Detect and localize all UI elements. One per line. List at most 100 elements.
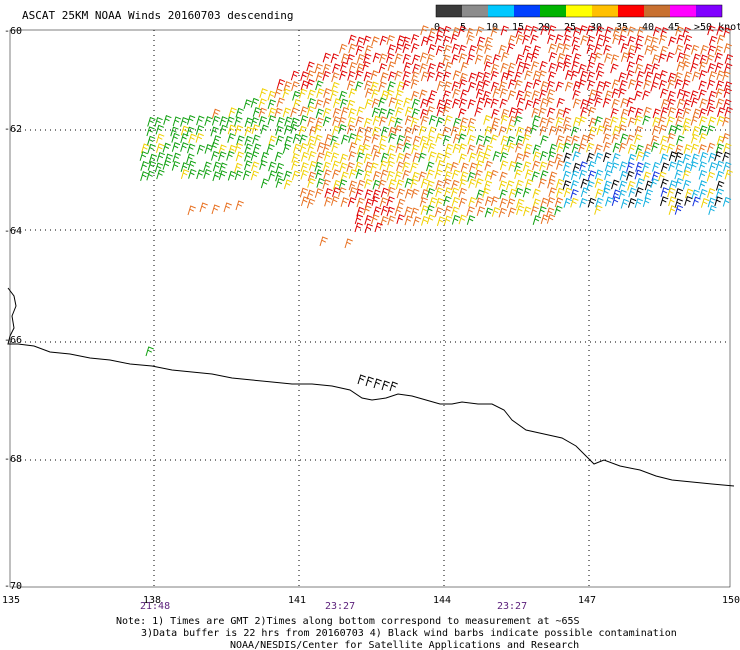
wind-barb bbox=[674, 204, 684, 215]
wind-barb bbox=[204, 116, 213, 126]
wind-barb bbox=[394, 117, 403, 128]
wind-barb bbox=[715, 188, 725, 199]
legend-label: 20 bbox=[538, 22, 550, 33]
wind-barb bbox=[690, 133, 700, 144]
wind-barb bbox=[532, 215, 542, 225]
wind-barb bbox=[386, 89, 395, 100]
wind-barb bbox=[460, 89, 469, 100]
wind-barb bbox=[322, 143, 331, 154]
wind-barb bbox=[410, 207, 420, 218]
wind-barb bbox=[515, 126, 525, 137]
wind-barb bbox=[210, 126, 219, 137]
wind-barb bbox=[555, 117, 564, 127]
wind-barb bbox=[324, 196, 333, 207]
wind-barb bbox=[708, 162, 718, 172]
wind-barb bbox=[388, 178, 397, 189]
wind-barb bbox=[570, 180, 579, 190]
wind-barb bbox=[411, 54, 421, 65]
wind-barb bbox=[500, 25, 509, 36]
wind-barb bbox=[580, 178, 589, 189]
wind-barb bbox=[602, 80, 612, 91]
wind-barb bbox=[250, 117, 259, 127]
lat-label-70: -70 bbox=[4, 581, 22, 592]
wind-barb bbox=[547, 25, 557, 35]
wind-barb bbox=[475, 134, 485, 145]
wind-barb bbox=[658, 53, 667, 64]
wind-barb bbox=[492, 88, 501, 98]
wind-barb bbox=[588, 117, 598, 128]
wind-barb bbox=[234, 170, 244, 181]
wind-barb bbox=[331, 160, 341, 171]
wind-barb bbox=[300, 169, 309, 180]
wind-barb bbox=[682, 153, 691, 164]
wind-barb bbox=[651, 63, 660, 74]
wind-barb bbox=[572, 116, 582, 127]
wind-barb bbox=[339, 98, 349, 109]
wind-barb bbox=[283, 170, 293, 181]
wind-barb bbox=[348, 180, 358, 191]
wind-barb bbox=[522, 45, 532, 56]
wind-barb bbox=[482, 153, 491, 164]
wind-barb bbox=[316, 88, 325, 98]
wind-barb bbox=[452, 27, 461, 37]
wind-barb bbox=[283, 81, 292, 91]
wind-barb bbox=[154, 116, 163, 127]
wind-barb bbox=[586, 180, 595, 191]
wind-barb bbox=[188, 133, 197, 144]
wind-barb bbox=[386, 160, 395, 171]
wind-barb bbox=[579, 70, 589, 81]
wind-barb bbox=[556, 187, 565, 198]
wind-barb bbox=[348, 108, 357, 118]
wind-barb bbox=[452, 117, 462, 128]
wind-barb bbox=[475, 178, 484, 188]
wind-barb bbox=[420, 25, 429, 36]
wind-barb bbox=[363, 205, 372, 215]
wind-barb bbox=[332, 98, 342, 108]
wind-barb bbox=[396, 152, 405, 163]
wind-barb bbox=[235, 200, 244, 211]
wind-barb bbox=[348, 168, 358, 179]
wind-barb bbox=[195, 132, 204, 143]
wind-barb bbox=[556, 142, 565, 153]
wind-barb bbox=[394, 98, 404, 109]
wind-barb bbox=[514, 71, 523, 82]
wind-barb bbox=[508, 188, 518, 199]
wind-barb bbox=[596, 125, 605, 136]
wind-barb bbox=[378, 63, 388, 73]
wind-barb bbox=[403, 61, 412, 72]
wind-barb bbox=[355, 116, 364, 127]
wind-barb bbox=[683, 144, 692, 154]
wind-barb bbox=[314, 134, 323, 145]
wind-barb bbox=[290, 107, 299, 118]
wind-barb bbox=[339, 162, 348, 173]
wind-barb bbox=[618, 142, 628, 153]
wind-barb bbox=[374, 222, 383, 233]
wind-barb bbox=[186, 153, 195, 164]
wind-barb bbox=[612, 152, 621, 163]
wind-barb bbox=[380, 205, 390, 216]
wind-barb bbox=[404, 177, 413, 188]
wind-barb bbox=[180, 133, 189, 143]
wind-barb bbox=[275, 171, 284, 182]
wind-barb bbox=[627, 153, 637, 164]
wind-barb bbox=[667, 132, 676, 143]
wind-barb bbox=[667, 79, 676, 90]
wind-barb bbox=[404, 126, 413, 137]
wind-barb bbox=[404, 206, 413, 217]
wind-barb bbox=[660, 135, 669, 146]
wind-barb bbox=[610, 116, 619, 127]
wind-barb bbox=[258, 98, 267, 109]
wind-barb bbox=[619, 79, 628, 90]
wind-barb bbox=[203, 161, 212, 172]
wind-barb bbox=[612, 189, 621, 200]
wind-barb bbox=[707, 197, 716, 208]
wind-barb bbox=[395, 143, 404, 153]
note-line-3: NOAA/NESDIS/Center for Satellite Applica… bbox=[230, 640, 579, 650]
wind-barb bbox=[418, 171, 427, 182]
wind-barb bbox=[420, 108, 429, 119]
legend-swatch bbox=[540, 5, 566, 17]
wind-barb bbox=[586, 142, 595, 153]
wind-barb bbox=[667, 90, 676, 101]
wind-barb bbox=[611, 179, 620, 190]
wind-barb bbox=[491, 206, 501, 217]
